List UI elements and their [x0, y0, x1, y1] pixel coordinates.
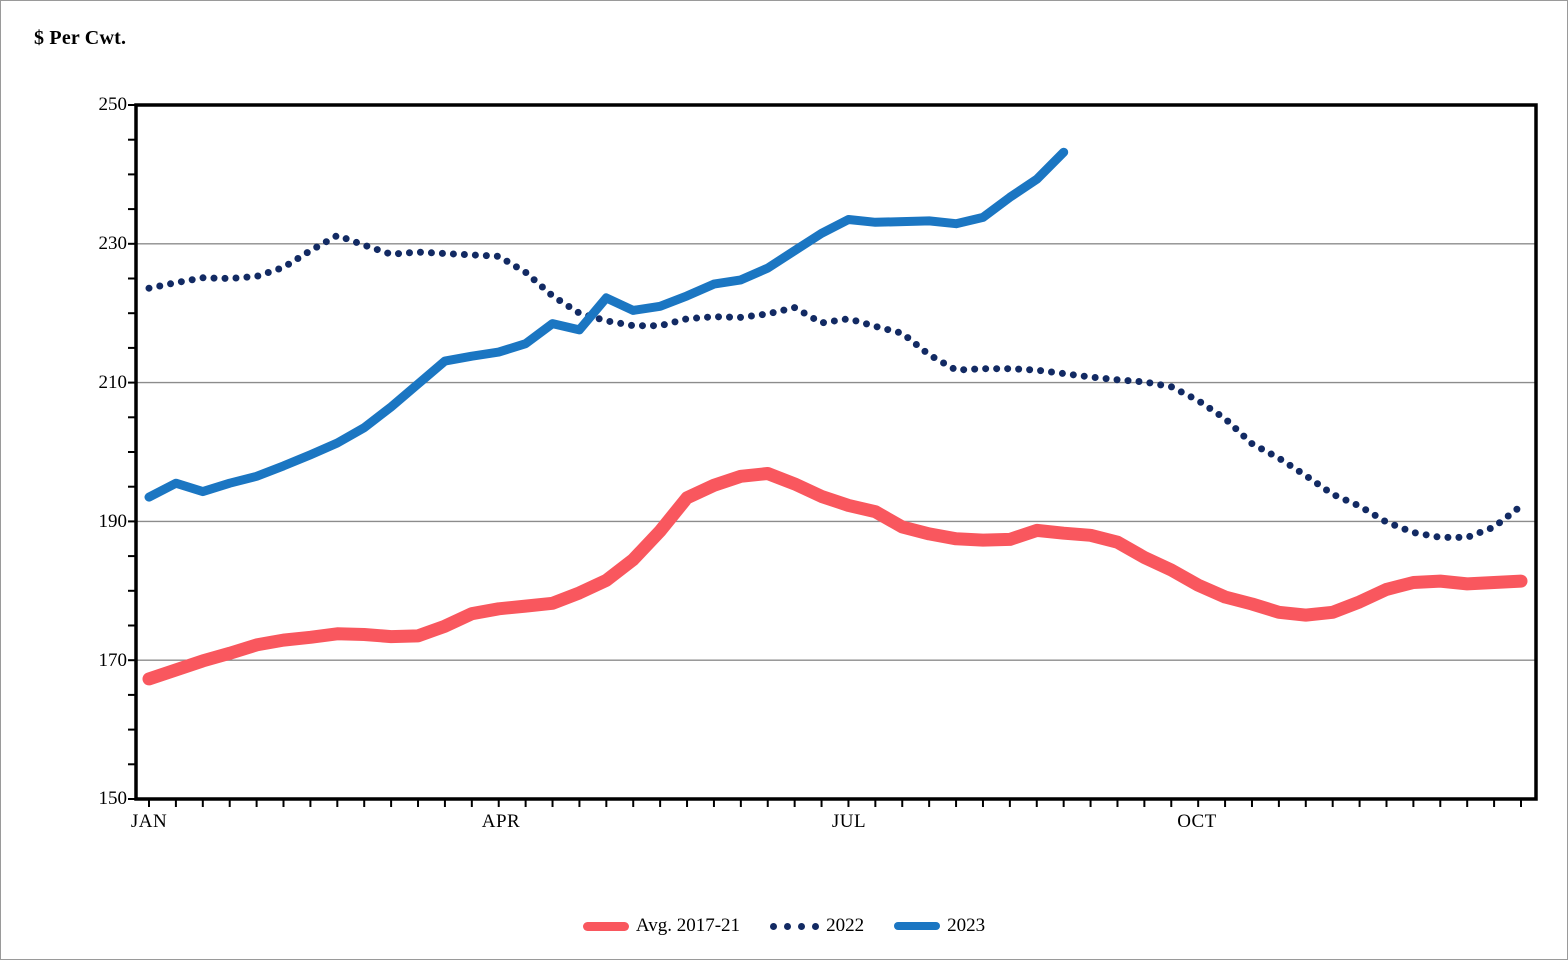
legend-item-2023: 2023 — [894, 915, 985, 937]
legend-label-2023: 2023 — [947, 915, 986, 936]
legend-label-avg-2017-21: Avg. 2017-21 — [635, 915, 741, 936]
x-tick-label-jan: JAN — [130, 811, 168, 832]
y-tick-label-230: 230 — [98, 233, 128, 254]
y-tick-label-210: 210 — [98, 372, 128, 393]
legend-swatch-2023 — [894, 922, 941, 930]
y-tick-label-170: 170 — [98, 650, 128, 671]
series-line-avg-2017-21 — [142, 467, 1528, 686]
x-tick-label-jul: JUL — [831, 811, 867, 832]
legend-swatch-avg-2017-21 — [582, 921, 629, 931]
y-tick-label-250: 250 — [98, 94, 128, 115]
legend-swatch-2022 — [770, 922, 820, 930]
series-line-2022 — [145, 232, 1525, 541]
chart-legend: Avg. 2017-21 2022 2023 — [1, 915, 1567, 937]
y-axis-unit-label: $ Per Cwt. — [34, 27, 127, 49]
series-line-2023 — [144, 147, 1069, 502]
x-tick-label-apr: APR — [481, 811, 521, 832]
legend-item-avg-2017-21: Avg. 2017-21 — [582, 915, 741, 937]
x-tick-label-oct: OCT — [1177, 811, 1217, 832]
plot-frame — [134, 103, 1538, 801]
legend-label-2022: 2022 — [826, 915, 865, 936]
y-tick-label-190: 190 — [98, 511, 128, 532]
legend-item-2022: 2022 — [770, 915, 864, 937]
y-tick-label-150: 150 — [98, 788, 128, 809]
